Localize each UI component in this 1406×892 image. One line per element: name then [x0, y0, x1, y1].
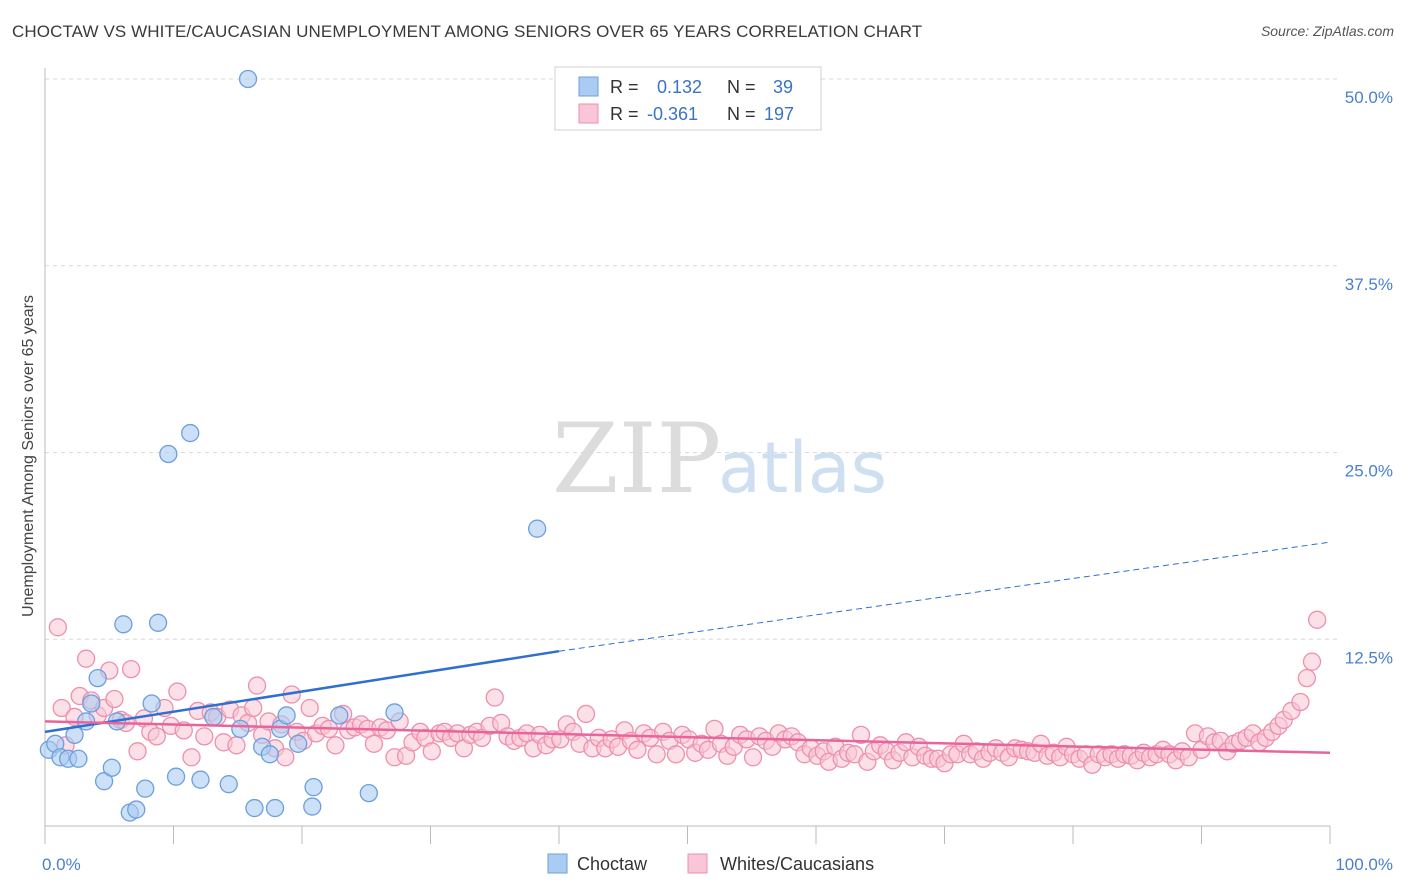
choctaw-point [528, 519, 547, 538]
x-tick-label: 0.0% [42, 855, 81, 874]
legend-stats-box [554, 66, 822, 131]
choctaw-point [127, 800, 146, 819]
white-point [244, 698, 263, 718]
white-point [105, 689, 124, 709]
choctaw-point [82, 694, 101, 713]
choctaw-point [88, 668, 107, 688]
axes [44, 68, 1331, 844]
legend-white-r-label: R = [610, 104, 639, 124]
y-tick-labels: 12.5% 25.0% 37.5% 50.0% [1345, 88, 1393, 667]
choctaw-point [159, 444, 178, 464]
white-point [422, 742, 441, 761]
white-point [576, 704, 596, 724]
choctaw-point [181, 423, 200, 443]
white-point [364, 734, 384, 753]
legend-series-white-label: Whites/Caucasians [720, 854, 874, 874]
white-point [276, 748, 295, 767]
white-point [1297, 668, 1317, 688]
choctaw-point [238, 69, 258, 89]
watermark-zip: ZIP [552, 403, 721, 515]
white-point [76, 649, 96, 668]
white-point [195, 727, 214, 746]
white-point [485, 688, 504, 707]
white-point [666, 745, 686, 764]
white-point [1308, 610, 1327, 629]
choctaw-point [277, 706, 296, 725]
x-tick-label: 100.0% [1335, 855, 1393, 874]
choctaw-point [148, 613, 168, 632]
legend-white-n-label: N = [727, 104, 756, 124]
white-trend-line [44, 720, 1331, 755]
legend-white-swatch [578, 103, 599, 124]
legend-choctaw-n-value: 39 [773, 77, 793, 97]
legend-choctaw-swatch [578, 76, 599, 97]
legend-stats: R = 0.132 N = 39 R = -0.361 N = 197 [554, 66, 822, 131]
choctaw-point [102, 758, 121, 777]
legend-series: Choctaw Whites/Caucasians [547, 853, 874, 874]
choctaw-point [69, 749, 88, 768]
choctaw-point [142, 694, 161, 713]
y-tick-label: 12.5% [1345, 648, 1393, 667]
y-tick-label: 25.0% [1345, 462, 1393, 481]
white-point [52, 698, 71, 718]
white-point [851, 725, 871, 745]
white-point [647, 745, 666, 764]
white-point [227, 736, 246, 755]
white-point [121, 659, 141, 679]
legend-white-r-value: -0.361 [647, 104, 698, 124]
white-point [168, 682, 187, 701]
white-point [247, 676, 267, 695]
white-point [300, 698, 319, 718]
choctaw-point [136, 779, 155, 798]
choctaw-point [359, 783, 378, 803]
legend-choctaw-n-label: N = [727, 77, 756, 97]
white-point [147, 727, 166, 746]
choctaw-point [385, 703, 404, 722]
legend-choctaw-r-value: 0.132 [657, 77, 702, 97]
choctaw-point [304, 778, 323, 797]
choctaw-point [114, 615, 133, 634]
y-tick-label: 50.0% [1345, 88, 1393, 107]
choctaw-trend-line [44, 649, 560, 734]
choctaw-point [191, 770, 210, 789]
white-point [182, 748, 201, 767]
choctaw-point [330, 706, 349, 725]
y-tick-label: 37.5% [1345, 275, 1393, 294]
choctaw-point [231, 719, 250, 739]
white-point [128, 742, 147, 761]
white-point [1291, 692, 1310, 712]
legend-choctaw-r-label: R = [610, 77, 639, 97]
white-point [743, 748, 763, 767]
choctaw-point [204, 707, 223, 727]
choctaw-point [219, 775, 238, 794]
choctaw-point [166, 767, 186, 786]
choctaw-point [94, 772, 114, 791]
chart-source: Source: ZipAtlas.com [1260, 23, 1394, 39]
legend-white-n-value: 197 [764, 104, 794, 124]
series-choctaw-points [39, 69, 547, 822]
choctaw-point [303, 797, 322, 816]
x-tick-labels: 0.0% 100.0% [42, 855, 1393, 874]
trend-lines [44, 541, 1331, 755]
legend-series-choctaw-label: Choctaw [577, 854, 648, 874]
choctaw-point [245, 798, 264, 818]
chart-title: CHOCTAW VS WHITE/CAUCASIAN UNEMPLOYMENT … [12, 22, 923, 41]
choctaw-point [260, 745, 280, 764]
y-axis-label: Unemployment Among Seniors over 65 years [20, 295, 37, 617]
choctaw-point [288, 734, 308, 753]
watermark-atlas: atlas [718, 427, 887, 509]
legend-series-white-swatch [687, 853, 708, 874]
white-point [48, 618, 67, 637]
grid [45, 78, 1340, 640]
white-point [628, 740, 647, 759]
choctaw-point [265, 798, 285, 818]
white-point [1302, 652, 1322, 671]
white-point [326, 736, 345, 755]
legend-series-choctaw-swatch [547, 853, 568, 874]
choctaw-trend-extension [558, 541, 1331, 652]
